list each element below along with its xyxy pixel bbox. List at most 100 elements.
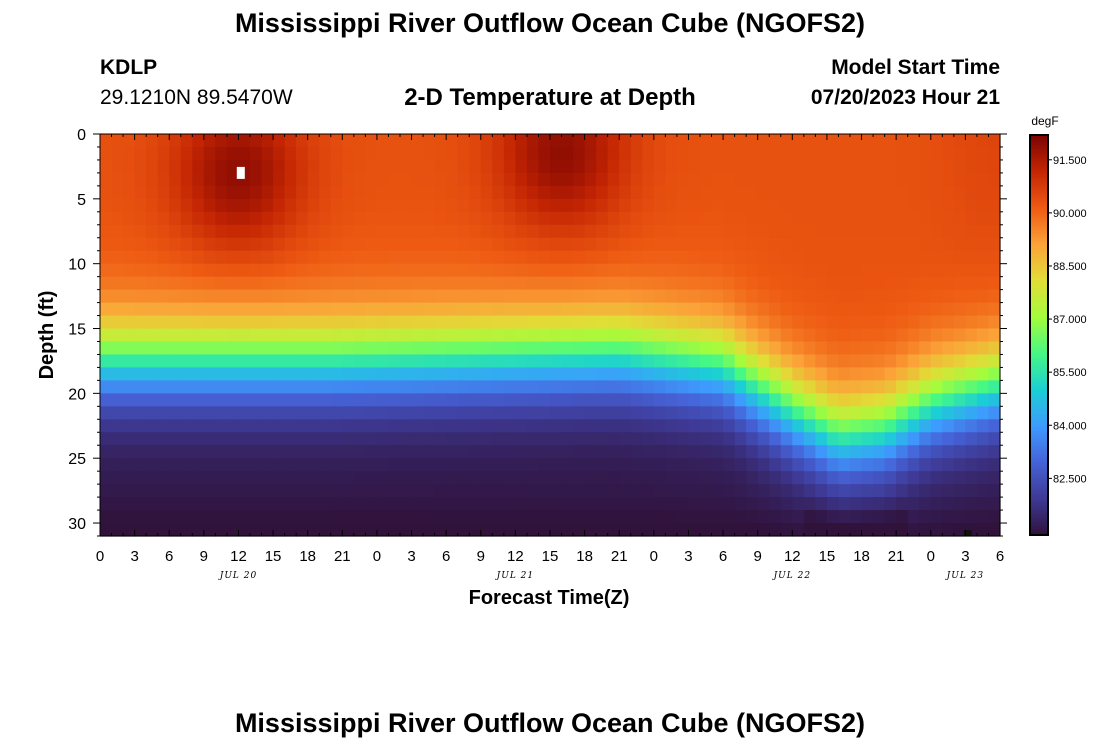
heatmap-cell — [792, 134, 805, 148]
heatmap-cell — [907, 302, 920, 317]
heatmap-cell — [307, 237, 320, 252]
heatmap-cell — [434, 367, 447, 381]
heatmap-cell — [492, 406, 505, 420]
heatmap-cell — [215, 146, 228, 161]
heatmap-cell — [676, 484, 690, 498]
heatmap-cell — [469, 250, 482, 265]
heatmap-cell — [700, 445, 713, 459]
heatmap-cell — [526, 289, 540, 304]
heatmap-cell — [919, 406, 932, 420]
heatmap-cell — [688, 159, 701, 174]
heatmap-cell — [492, 445, 505, 459]
heatmap-cell — [723, 224, 736, 239]
heatmap-cell — [976, 172, 990, 187]
heatmap-cell — [884, 380, 897, 394]
heatmap-cell — [700, 354, 713, 369]
heatmap-cell — [515, 237, 528, 252]
heatmap-cell — [780, 458, 793, 472]
heatmap-cell — [526, 510, 540, 524]
heatmap-cell — [780, 393, 793, 407]
x-tick-label: 0 — [96, 548, 104, 565]
heatmap-cell — [723, 367, 736, 381]
heatmap-cell — [250, 510, 263, 524]
heatmap-cell — [503, 315, 516, 330]
heatmap-cell — [930, 172, 943, 187]
heatmap-cell — [861, 159, 874, 174]
heatmap-cell — [169, 237, 182, 252]
heatmap-cell — [942, 484, 955, 498]
heatmap-cell — [769, 419, 782, 433]
heatmap-cell — [965, 510, 978, 524]
heatmap-cell — [134, 276, 147, 291]
heatmap-cell — [584, 172, 597, 187]
heatmap-cell — [492, 471, 505, 485]
heatmap-cell — [273, 393, 286, 407]
heatmap-cell — [976, 484, 990, 498]
heatmap-cell — [226, 471, 240, 485]
heatmap-cell — [584, 380, 597, 394]
colorbar-segment — [1030, 365, 1048, 368]
heatmap-cell — [723, 328, 736, 343]
heatmap-cell — [711, 289, 724, 304]
heatmap-cell — [930, 146, 943, 161]
heatmap-cell — [711, 406, 724, 420]
heatmap-cell — [365, 276, 378, 291]
heatmap-cell — [365, 159, 378, 174]
colorbar-segment — [1030, 469, 1048, 472]
heatmap-cell — [792, 354, 805, 369]
heatmap-cell — [953, 302, 966, 317]
heatmap-cell — [688, 445, 701, 459]
heatmap-cell — [307, 159, 320, 174]
x-tick-label: 0 — [650, 548, 658, 565]
heatmap-cell — [711, 354, 724, 369]
heatmap-cell — [665, 510, 678, 524]
heatmap-cell — [411, 432, 424, 446]
heatmap-cell — [353, 380, 366, 394]
heatmap-cell — [838, 458, 851, 472]
heatmap-cell — [376, 146, 390, 161]
heatmap-cell — [169, 289, 182, 304]
heatmap-cell — [965, 315, 978, 330]
heatmap-cell — [330, 185, 343, 200]
heatmap-cell — [619, 328, 632, 343]
heatmap-cell — [976, 458, 990, 472]
colorbar-segment — [1030, 289, 1048, 292]
heatmap-cell — [226, 237, 240, 252]
heatmap-cell — [284, 237, 297, 252]
heatmap-cell — [850, 276, 863, 291]
heatmap-cell — [665, 341, 678, 356]
heatmap-cell — [457, 380, 470, 394]
heatmap-cell — [469, 159, 482, 174]
heatmap-cell — [203, 367, 216, 381]
heatmap-cell — [815, 510, 828, 524]
heatmap-cell — [100, 134, 113, 148]
heatmap-cell — [180, 250, 193, 265]
colorbar-segment — [1030, 269, 1048, 272]
heatmap-cell — [376, 432, 390, 446]
heatmap-cell — [365, 406, 378, 420]
heatmap-cell — [757, 185, 770, 200]
heatmap-cell — [111, 315, 124, 330]
heatmap-cell — [988, 406, 1001, 420]
heatmap-cell — [388, 276, 401, 291]
heatmap-cell — [169, 406, 182, 420]
heatmap-cell — [573, 432, 586, 446]
heatmap-cell — [446, 406, 459, 420]
heatmap-cell — [942, 510, 955, 524]
heatmap-cell — [850, 458, 863, 472]
heatmap-cell — [284, 302, 297, 317]
heatmap-cell — [769, 263, 782, 278]
heatmap-cell — [284, 172, 297, 187]
heatmap-cell — [538, 419, 551, 433]
colorbar-segment — [1030, 271, 1048, 274]
heatmap-cell — [411, 341, 424, 356]
heatmap-cell — [284, 393, 297, 407]
heatmap-cell — [446, 523, 459, 537]
heatmap-cell — [630, 341, 643, 356]
heatmap-cell — [850, 328, 863, 343]
heatmap-cell — [342, 354, 355, 369]
heatmap-cell — [192, 510, 205, 524]
heatmap-cell — [792, 419, 805, 433]
heatmap-cell — [434, 523, 447, 537]
heatmap-cell — [215, 380, 228, 394]
